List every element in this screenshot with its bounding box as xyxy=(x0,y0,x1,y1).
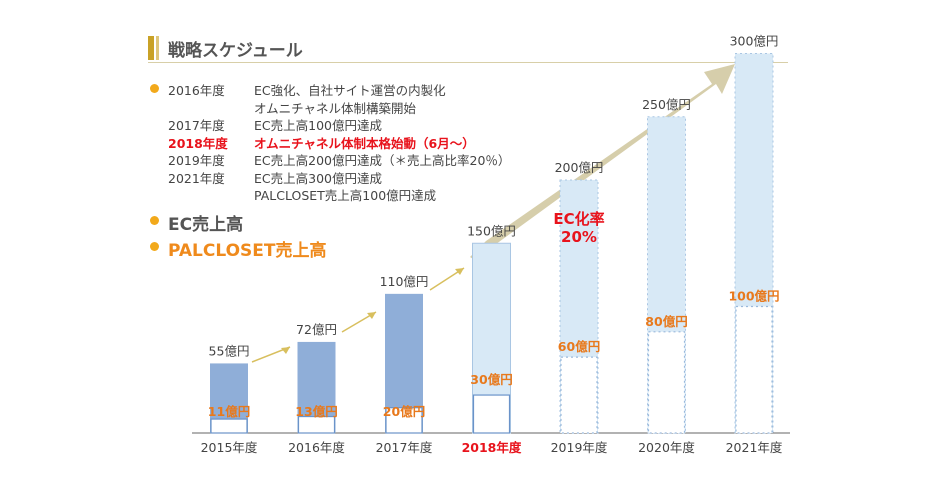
ec-value-label: 150億円 xyxy=(467,223,516,238)
schedule-item: 2018年度 オムニチャネル体制本格始動（6月～） xyxy=(168,133,475,152)
schedule-year: 2016年度 xyxy=(168,83,225,98)
ec-value-label: 72億円 xyxy=(296,322,337,337)
title-underline xyxy=(148,62,788,63)
title-accent-bar xyxy=(148,36,154,60)
palcloset-value-label: 80億円 xyxy=(645,314,687,329)
title-accent-bar-thin xyxy=(156,36,159,60)
legend-bullet-palcloset-icon xyxy=(150,242,159,251)
palcloset-sales-bar xyxy=(385,407,423,434)
palcloset-sales-bar xyxy=(297,415,336,434)
x-tick-label: 2015年度 xyxy=(201,440,258,455)
schedule-item: 2021年度 EC売上高300億円達成 xyxy=(168,168,382,187)
schedule-year: 2021年度 xyxy=(168,170,225,186)
x-tick-label: 2017年度 xyxy=(376,440,433,455)
palcloset-value-label: 30億円 xyxy=(470,372,512,387)
schedule-text: EC売上高100億円達成 xyxy=(254,118,382,133)
schedule-text: EC売上高200億円達成（＊売上高比率20％） xyxy=(254,153,511,168)
schedule-item: 2017年度 EC売上高100億円達成 xyxy=(168,115,382,134)
palcloset-sales-bar xyxy=(647,331,686,434)
schedule-item: オムニチャネル体制構築開始 xyxy=(168,98,416,117)
schedule-year: 2017年度 xyxy=(168,118,225,133)
x-tick-label: 2016年度 xyxy=(288,440,345,455)
schedule-item: PALCLOSET売上高100億円達成 xyxy=(168,185,436,204)
schedule-item: 2019年度 EC売上高200億円達成（＊売上高比率20％） xyxy=(168,150,510,169)
palcloset-value-label: 60億円 xyxy=(558,339,600,354)
palcloset-sales-bar xyxy=(472,394,511,434)
legend-bullet-ec-icon xyxy=(150,216,159,225)
schedule-item: 2016年度 EC強化、自社サイト運営の内製化 xyxy=(168,80,446,99)
palcloset-sales-bar xyxy=(210,418,248,434)
ec-value-label: 200億円 xyxy=(555,160,604,175)
x-tick-label: 2019年度 xyxy=(551,440,608,455)
schedule-year: 2018年度 xyxy=(168,135,228,151)
arrow-head-icon xyxy=(281,347,290,354)
x-tick-label: 2018年度 xyxy=(462,440,522,455)
schedule-text: EC売上高300億円達成 xyxy=(254,170,382,186)
legend-palcloset-sales: PALCLOSET売上高 xyxy=(168,241,327,261)
arrow-head-icon xyxy=(455,268,464,275)
palcloset-value-label: 11億円 xyxy=(208,404,250,419)
ec-ratio-value: 20% xyxy=(561,228,597,246)
growth-arrow-icon xyxy=(470,64,735,262)
palcloset-value-label: 100億円 xyxy=(728,289,779,304)
schedule-year: 2019年度 xyxy=(168,153,225,168)
legend-ec-sales: EC売上高 xyxy=(168,215,244,235)
schedule-text: PALCLOSET売上高100億円達成 xyxy=(254,188,437,203)
schedule-text: EC強化、自社サイト運営の内製化 xyxy=(254,83,446,98)
palcloset-value-label: 20億円 xyxy=(383,404,425,419)
palcloset-value-label: 13億円 xyxy=(295,404,337,419)
ec-ratio-annotation: EC化率 xyxy=(553,210,604,228)
palcloset-sales-bar xyxy=(735,305,773,434)
ec-value-label: 55億円 xyxy=(209,343,250,358)
ec-value-label: 110億円 xyxy=(380,274,429,289)
x-tick-label: 2020年度 xyxy=(638,440,695,455)
arrow-head-icon xyxy=(367,312,376,319)
schedule-text: オムニチャネル体制本格始動（6月～） xyxy=(254,135,475,151)
schedule-text: オムニチャネル体制構築開始 xyxy=(254,100,417,116)
schedule-bullet-icon xyxy=(150,84,159,93)
ec-value-label: 300億円 xyxy=(730,34,779,49)
palcloset-sales-bar xyxy=(560,356,598,434)
page-title: 戦略スケジュール xyxy=(168,41,303,61)
ec-value-label: 250億円 xyxy=(642,97,691,112)
x-tick-label: 2021年度 xyxy=(726,440,783,455)
